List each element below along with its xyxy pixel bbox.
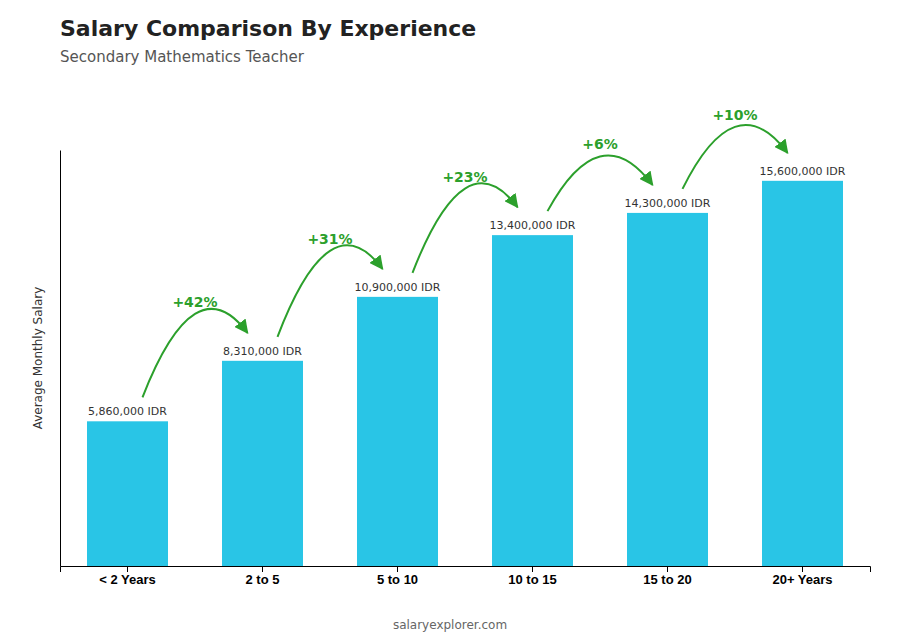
title: Salary Comparison By Experience — [60, 16, 476, 41]
data-label: 14,300,000 IDR — [625, 197, 711, 210]
data-label: 15,600,000 IDR — [760, 165, 846, 178]
x-tick-mark — [397, 566, 398, 572]
y-axis-label: Average Monthly Salary — [31, 287, 45, 430]
change-label: +10% — [712, 107, 757, 123]
x-tick: 15 to 20 — [643, 566, 691, 587]
data-label: 5,860,000 IDR — [88, 405, 167, 418]
plot: < 2 Years 2 to 5 5 to 10 10 to 15 15 to 20 20… — [61, 107, 871, 587]
y-axis-line — [60, 151, 61, 567]
x-tick: < 2 Years — [99, 566, 156, 587]
x-tick-mark — [262, 566, 263, 572]
change-arrow — [413, 183, 518, 273]
annotations: +42% +31% +23% +6% +10% — [143, 107, 788, 397]
x-tick-mark — [667, 566, 668, 572]
x-tick-label: 5 to 10 — [377, 572, 418, 587]
x-tick: 5 to 10 — [377, 566, 418, 587]
bar — [222, 361, 303, 566]
chart: Salary Comparison By Experience Secondary… — [0, 0, 900, 641]
footer: salaryexplorer.com — [393, 618, 507, 632]
change-arrow — [278, 245, 383, 337]
x-tick-label: 20+ Years — [772, 572, 832, 587]
y-axis — [60, 151, 61, 567]
x-tick: 2 to 5 — [246, 566, 280, 587]
bars — [87, 181, 843, 566]
x-tick-label: 10 to 15 — [508, 572, 556, 587]
x-tick-label: 2 to 5 — [246, 572, 280, 587]
change-label: +42% — [172, 294, 217, 310]
bar — [627, 213, 708, 566]
data-label: 13,400,000 IDR — [490, 219, 576, 232]
x-tick-mark — [532, 566, 533, 572]
change-arrow — [143, 309, 248, 397]
change-arrow — [548, 155, 653, 211]
data-labels: 5,860,000 IDR 8,310,000 IDR 10,900,000 IDR… — [88, 165, 846, 418]
bar — [492, 235, 573, 566]
change-label: +6% — [582, 136, 618, 152]
x-axis-line — [61, 567, 871, 573]
x-tick-mark — [802, 566, 803, 572]
bar — [357, 297, 438, 566]
data-label: 8,310,000 IDR — [223, 345, 302, 358]
change-label: +31% — [307, 231, 352, 247]
x-tick-label: 15 to 20 — [643, 572, 691, 587]
change-label: +23% — [442, 169, 487, 185]
bar — [762, 181, 843, 566]
x-tick-label: < 2 Years — [99, 572, 156, 587]
x-tick: 10 to 15 — [508, 566, 556, 587]
data-label: 10,900,000 IDR — [355, 281, 441, 294]
change-arrow — [683, 125, 788, 189]
x-tick-mark — [127, 566, 128, 572]
x-tick: 20+ Years — [772, 566, 832, 587]
subtitle: Secondary Mathematics Teacher — [60, 48, 305, 66]
x-axis: < 2 Years 2 to 5 5 to 10 10 to 15 15 to 20 20… — [61, 566, 871, 587]
bar — [87, 421, 168, 566]
